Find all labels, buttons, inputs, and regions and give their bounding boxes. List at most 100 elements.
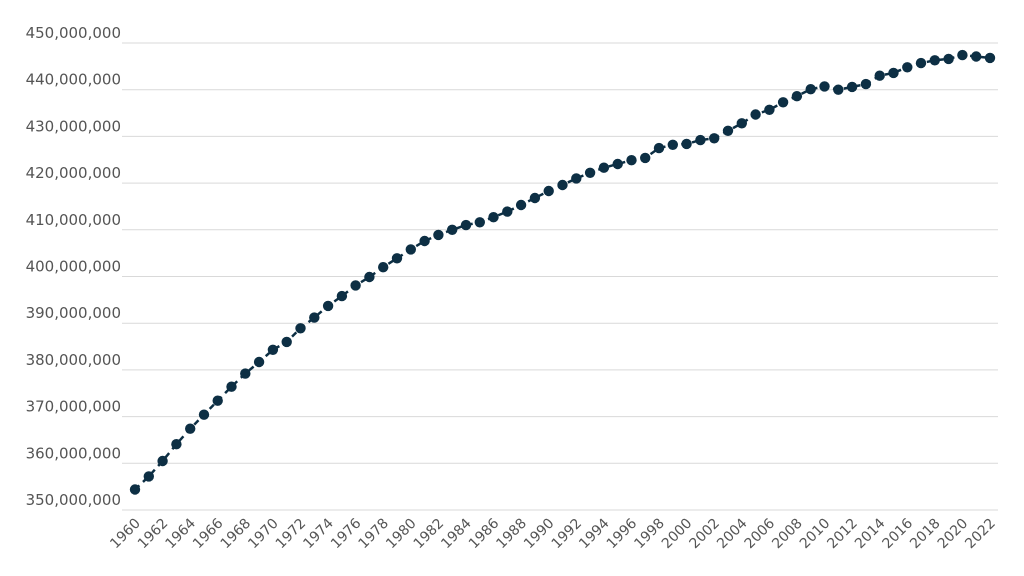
x-tick-label: 1960 xyxy=(107,516,144,553)
data-point[interactable] xyxy=(833,84,844,95)
x-tick-label: 1990 xyxy=(521,516,558,553)
data-point[interactable] xyxy=(805,84,816,95)
data-point[interactable] xyxy=(364,271,375,283)
data-point[interactable] xyxy=(543,185,554,197)
data-point[interactable] xyxy=(350,280,361,291)
data-point[interactable] xyxy=(860,78,872,90)
x-tick-label: 2000 xyxy=(659,516,696,553)
y-tick-label: 350,000,000 xyxy=(26,491,121,509)
data-point[interactable] xyxy=(226,381,237,392)
x-tick-label: 2006 xyxy=(742,515,779,552)
data-point[interactable] xyxy=(736,118,747,129)
data-point[interactable] xyxy=(488,212,499,223)
x-tick-label: 2022 xyxy=(962,516,999,553)
y-tick-label: 430,000,000 xyxy=(26,117,121,135)
x-tick-label: 1972 xyxy=(273,516,310,553)
y-tick-label: 390,000,000 xyxy=(26,304,121,322)
data-point[interactable] xyxy=(584,167,596,178)
data-point[interactable] xyxy=(819,81,830,92)
x-tick-label: 1962 xyxy=(135,516,172,553)
y-tick-label: 380,000,000 xyxy=(26,351,121,369)
x-tick-label: 1982 xyxy=(411,516,448,553)
data-point[interactable] xyxy=(915,57,927,69)
data-point[interactable] xyxy=(902,62,913,73)
data-point[interactable] xyxy=(433,229,444,241)
data-point[interactable] xyxy=(267,344,279,355)
y-tick-label: 440,000,000 xyxy=(26,71,121,89)
x-tick-label: 2010 xyxy=(797,516,834,553)
x-tick-label: 1992 xyxy=(549,516,586,553)
data-point[interactable] xyxy=(571,173,582,184)
data-point[interactable] xyxy=(391,253,403,264)
x-tick-label: 2004 xyxy=(714,515,751,552)
data-point[interactable] xyxy=(378,262,389,273)
data-point[interactable] xyxy=(309,312,320,323)
x-tick-label: 2012 xyxy=(824,516,861,553)
x-tick-label: 1968 xyxy=(218,516,255,553)
data-point[interactable] xyxy=(171,439,182,450)
data-point[interactable] xyxy=(281,336,292,348)
data-point[interactable] xyxy=(971,51,982,62)
y-axis-tick-labels: 350,000,000 360,000,000 370,000,000 380,000… xyxy=(26,24,121,509)
y-tick-label: 370,000,000 xyxy=(26,398,121,416)
x-tick-label: 1966 xyxy=(190,515,227,552)
data-point[interactable] xyxy=(929,55,940,66)
data-point[interactable] xyxy=(474,217,485,228)
data-point[interactable] xyxy=(626,155,637,166)
data-point[interactable] xyxy=(667,139,678,150)
data-point[interactable] xyxy=(653,142,665,154)
data-point[interactable] xyxy=(957,49,968,61)
data-point[interactable] xyxy=(295,323,306,334)
data-point[interactable] xyxy=(709,133,720,144)
data-point[interactable] xyxy=(502,206,513,217)
data-point[interactable] xyxy=(846,81,858,93)
data-point[interactable] xyxy=(129,484,141,495)
data-point[interactable] xyxy=(143,471,154,482)
data-point[interactable] xyxy=(681,138,692,150)
data-point[interactable] xyxy=(185,423,196,434)
data-point[interactable] xyxy=(557,179,568,191)
y-tick-label: 450,000,000 xyxy=(26,24,121,42)
data-point[interactable] xyxy=(529,192,541,204)
data-point[interactable] xyxy=(777,97,789,108)
data-point[interactable] xyxy=(515,199,527,211)
data-point[interactable] xyxy=(612,158,623,170)
x-tick-label: 1988 xyxy=(493,516,530,553)
data-point[interactable] xyxy=(984,52,996,64)
data-point[interactable] xyxy=(212,395,223,406)
data-point[interactable] xyxy=(240,368,251,379)
data-point[interactable] xyxy=(322,300,334,312)
y-tick-label: 410,000,000 xyxy=(26,211,121,229)
data-point[interactable] xyxy=(253,356,265,368)
data-point[interactable] xyxy=(598,162,610,173)
grid-layer xyxy=(122,42,998,511)
data-point[interactable] xyxy=(640,152,651,164)
data-point[interactable] xyxy=(750,109,761,120)
x-tick-label: 2014 xyxy=(852,515,889,552)
x-tick-label: 1978 xyxy=(356,516,393,553)
data-point[interactable] xyxy=(460,219,472,231)
x-tick-label: 1986 xyxy=(466,515,503,552)
x-tick-label: 1970 xyxy=(245,516,282,553)
data-point[interactable] xyxy=(791,91,803,102)
data-point[interactable] xyxy=(943,53,954,65)
x-tick-label: 2002 xyxy=(687,516,724,553)
x-tick-label: 1998 xyxy=(631,516,668,553)
data-point[interactable] xyxy=(419,235,430,247)
data-point[interactable] xyxy=(722,125,734,136)
x-tick-label: 2020 xyxy=(935,516,972,553)
x-tick-label: 1996 xyxy=(604,515,641,552)
x-tick-label: 1974 xyxy=(300,515,337,552)
data-point[interactable] xyxy=(888,67,899,79)
data-point[interactable] xyxy=(405,244,416,255)
data-point[interactable] xyxy=(764,104,775,116)
x-tick-label: 1984 xyxy=(438,515,475,552)
series-layer xyxy=(129,49,996,495)
data-point[interactable] xyxy=(198,409,210,420)
data-point[interactable] xyxy=(157,455,168,467)
data-point[interactable] xyxy=(447,224,458,235)
data-point[interactable] xyxy=(874,70,885,81)
data-point[interactable] xyxy=(695,134,706,146)
data-point[interactable] xyxy=(336,290,348,302)
